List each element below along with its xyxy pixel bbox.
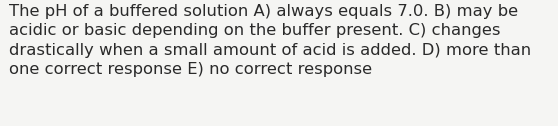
Text: The pH of a buffered solution A) always equals 7.0. B) may be
acidic or basic de: The pH of a buffered solution A) always … xyxy=(9,4,531,77)
